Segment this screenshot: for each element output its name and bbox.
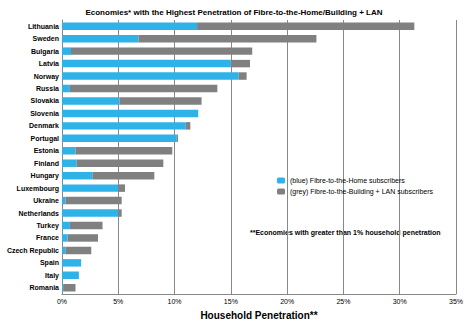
svg-text:Spain: Spain — [40, 259, 59, 267]
svg-text:5%: 5% — [113, 298, 123, 305]
svg-text:25%: 25% — [336, 298, 350, 305]
svg-text:(grey) Fibre-to-the-Building +: (grey) Fibre-to-the-Building + LAN subsc… — [290, 188, 433, 196]
svg-text:Luxembourg: Luxembourg — [17, 185, 59, 193]
svg-text:Czech Republic: Czech Republic — [7, 247, 59, 255]
svg-text:France: France — [36, 234, 59, 241]
svg-text:Portugal: Portugal — [31, 135, 59, 143]
svg-text:Ukraine: Ukraine — [33, 197, 59, 204]
svg-text:Hungary: Hungary — [31, 172, 60, 180]
svg-text:Household Penetration**: Household Penetration** — [200, 310, 317, 321]
svg-text:Sweden: Sweden — [33, 35, 59, 42]
svg-text:Italy: Italy — [45, 272, 59, 280]
svg-text:Romania: Romania — [29, 284, 59, 291]
svg-text:Bulgaria: Bulgaria — [31, 48, 59, 56]
svg-text:Finland: Finland — [34, 160, 59, 167]
svg-text:Latvia: Latvia — [39, 60, 59, 67]
svg-text:Netherlands: Netherlands — [19, 210, 60, 217]
svg-text:35%: 35% — [449, 298, 463, 305]
svg-text:Turkey: Turkey — [37, 222, 60, 230]
svg-text:Lithuania: Lithuania — [28, 23, 59, 30]
svg-text:20%: 20% — [280, 298, 294, 305]
svg-text:**Economies with greater than: **Economies with greater than 1% househo… — [250, 229, 441, 237]
svg-text:(blue) Fibre-to-the-Home subsc: (blue) Fibre-to-the-Home subscribers — [290, 177, 405, 185]
svg-text:Russia: Russia — [36, 85, 59, 92]
svg-text:30%: 30% — [393, 298, 407, 305]
svg-text:Economies* with the Highest Pe: Economies* with the Highest Penetration … — [85, 8, 382, 17]
svg-text:Estonia: Estonia — [34, 147, 59, 154]
svg-text:Denmark: Denmark — [29, 122, 59, 129]
svg-text:Norway: Norway — [34, 73, 59, 81]
svg-text:0%: 0% — [57, 298, 67, 305]
svg-text:15%: 15% — [224, 298, 238, 305]
svg-text:Slovenia: Slovenia — [30, 110, 59, 117]
svg-text:Slovakia: Slovakia — [31, 97, 60, 104]
svg-text:10%: 10% — [168, 298, 182, 305]
